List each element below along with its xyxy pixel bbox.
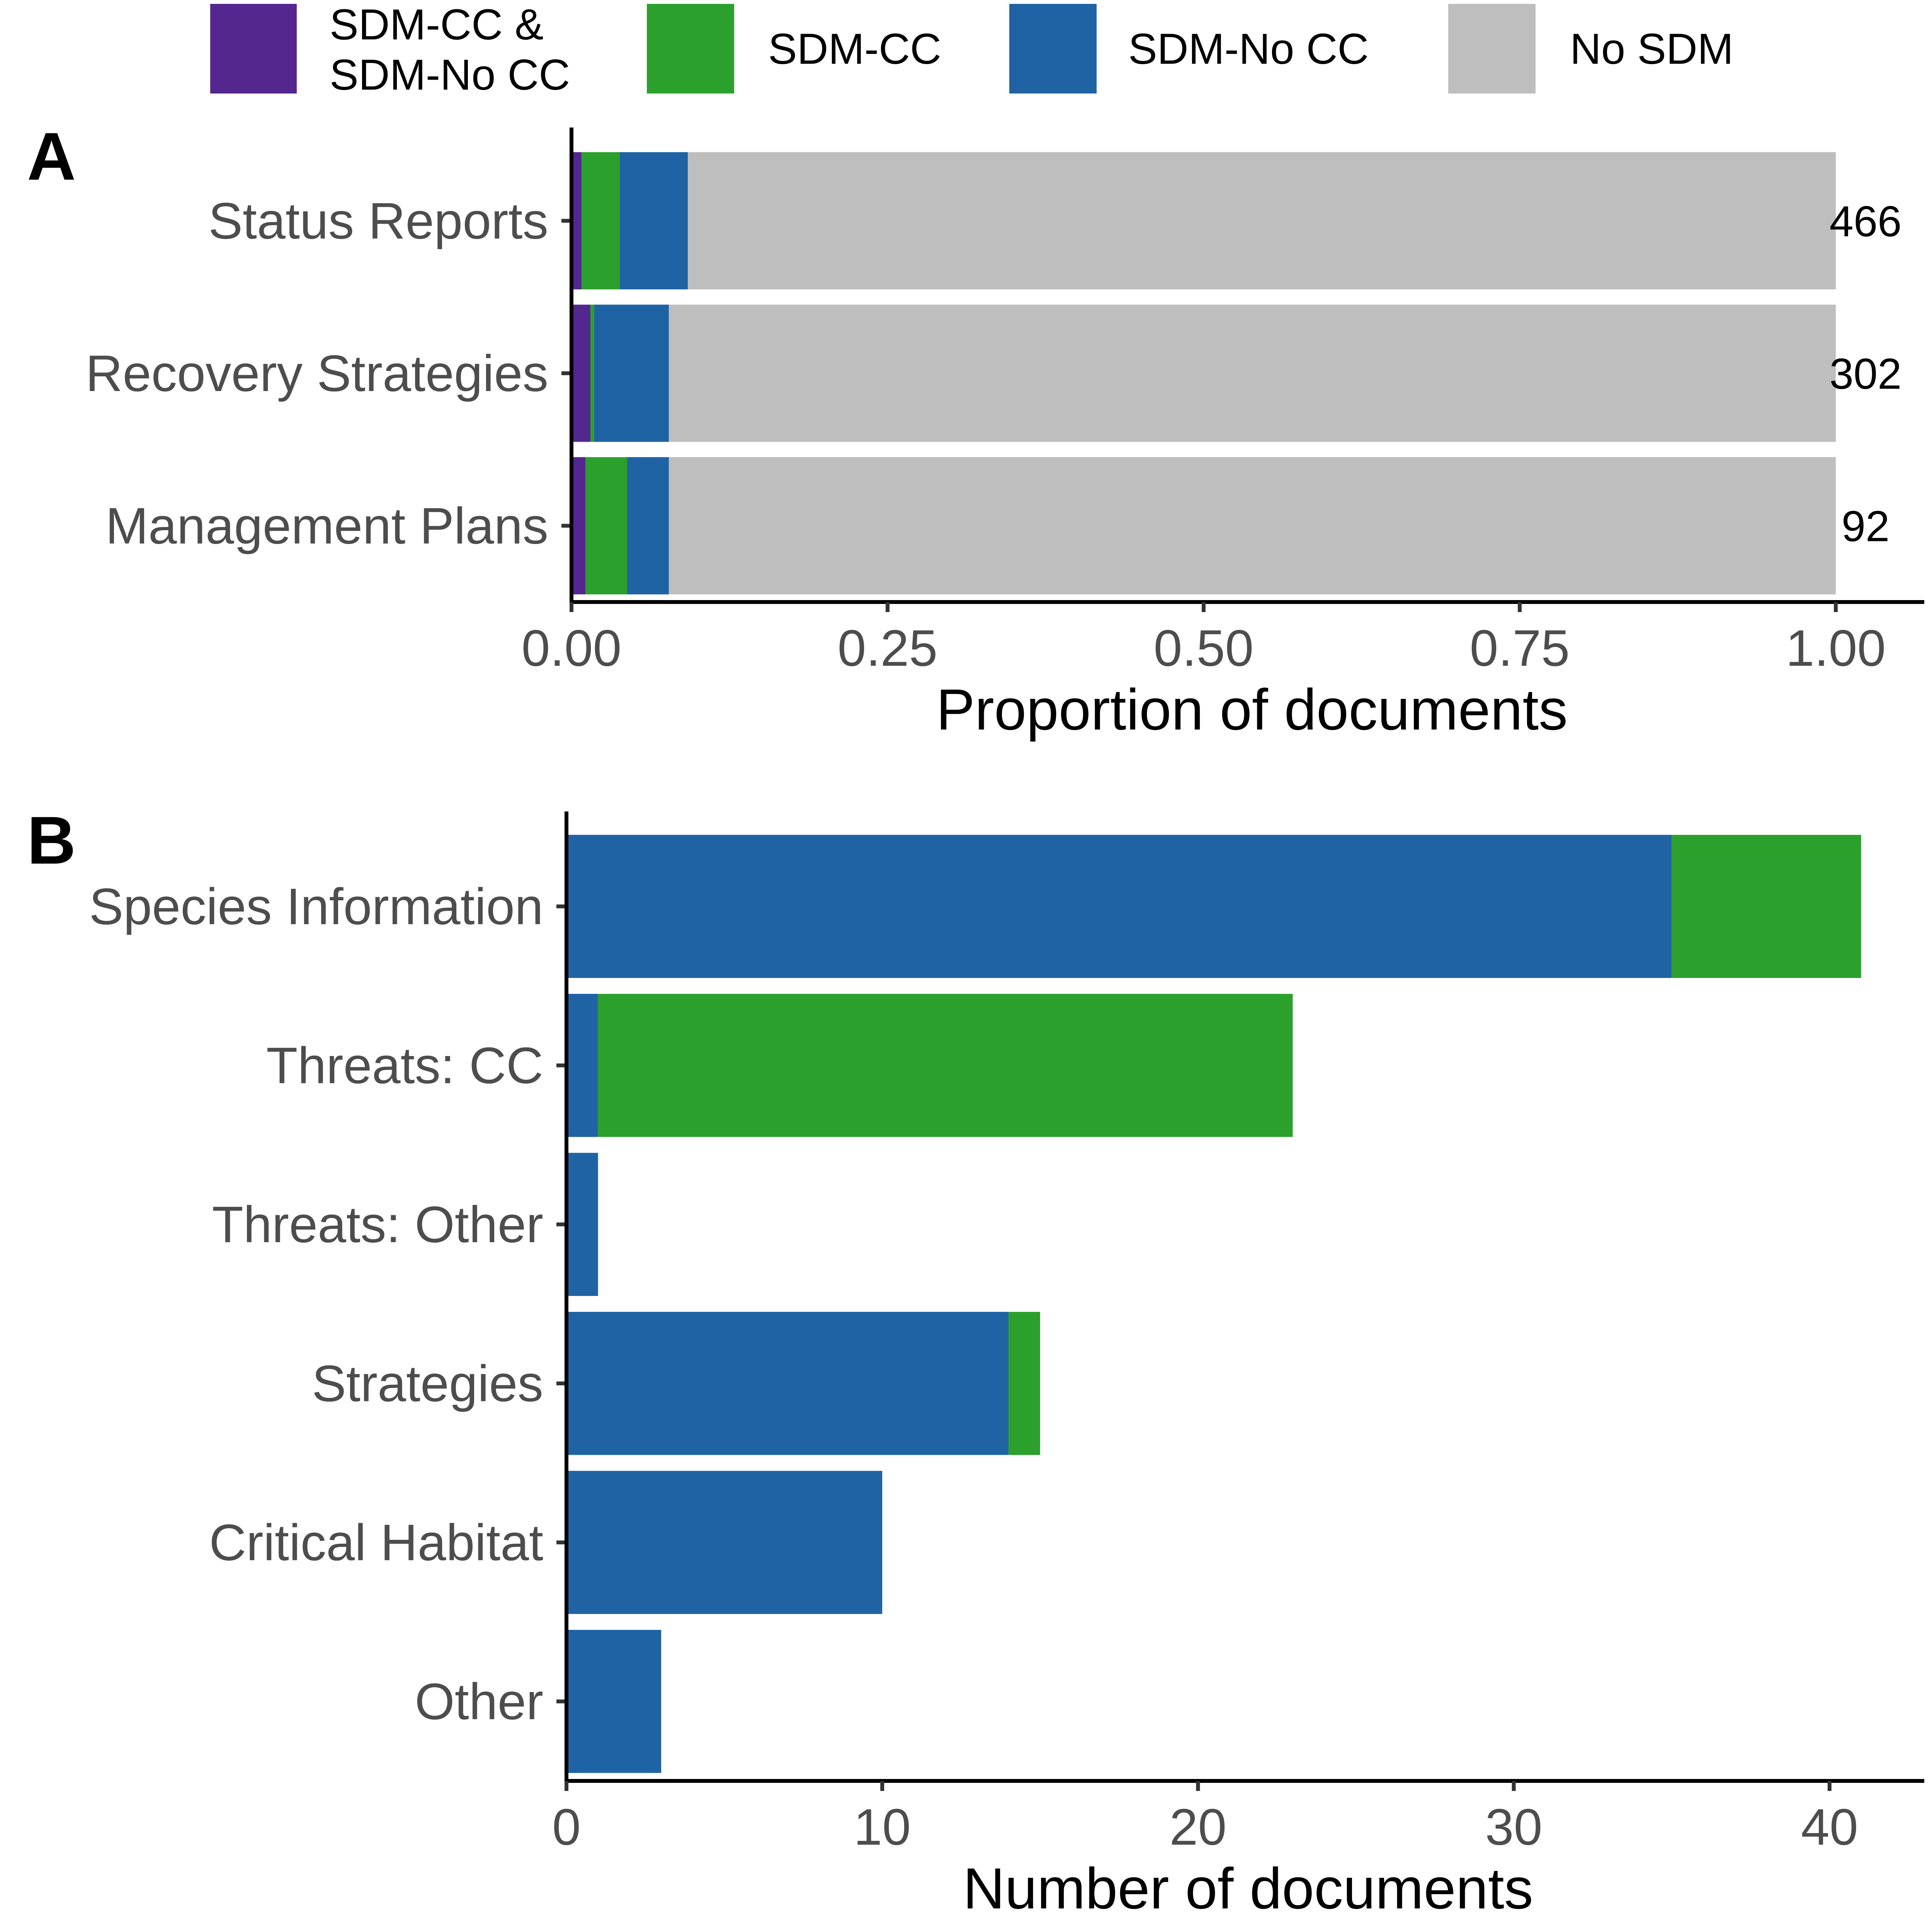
bar-critical-habitat-sdm-no-cc — [566, 1471, 883, 1614]
legend-label-sdm-no-cc: SDM-No CC — [1128, 25, 1369, 73]
bar-threats-cc-sdm-no-cc — [566, 994, 598, 1137]
category-label-critical-habitat: Critical Habitat — [209, 1514, 543, 1571]
bar-management-plans-sdm-no-cc — [627, 457, 669, 595]
x-axis-title: Proportion of documents — [936, 677, 1568, 742]
panel-b-chart: Species Information Threats: CC Threats: O… — [89, 811, 1924, 1921]
bar-management-plans-sdm-cc — [585, 457, 627, 595]
bar-recovery-strategies-sdm-cc — [590, 304, 594, 442]
bar-recovery-strategies-no-sdm — [668, 304, 1836, 442]
x-tick-label: 0.25 — [838, 620, 938, 677]
bar-status-reports-no-sdm — [688, 152, 1836, 289]
bar-species-information-sdm-cc — [1672, 835, 1861, 978]
bar-management-plans-no-sdm — [668, 457, 1836, 595]
panel-a-chart: Status Reports 466 Recovery Strategies 302 M… — [85, 128, 1924, 742]
x-tick-label: 0.00 — [522, 620, 622, 677]
legend-swatch-sdm-cc-and-no-cc — [210, 4, 297, 94]
legend-label-no-sdm: No SDM — [1570, 25, 1733, 73]
x-tick-label: 0.75 — [1470, 620, 1570, 677]
count-label-status-reports: 466 — [1830, 197, 1902, 245]
legend-item-sdm-cc: SDM-CC — [647, 4, 941, 94]
legend-label-line1: SDM-CC & — [330, 0, 544, 49]
legend-swatch-no-sdm — [1448, 4, 1536, 94]
x-tick-label: 1.00 — [1786, 620, 1886, 677]
x-tick-label: 0.50 — [1154, 620, 1254, 677]
category-label-threats-cc: Threats: CC — [266, 1037, 543, 1094]
legend-item-sdm-no-cc: SDM-No CC — [1009, 4, 1369, 94]
bar-status-reports-sdm-no-cc — [619, 152, 688, 289]
legend-swatch-sdm-no-cc — [1009, 4, 1097, 94]
bar-management-plans-sdm-cc-sdm-no-cc — [571, 457, 585, 595]
panel-letter-a: A — [27, 119, 76, 194]
category-label-other: Other — [415, 1673, 543, 1730]
bar-status-reports-sdm-cc — [582, 152, 620, 289]
legend-item-sdm-cc-and-no-cc: SDM-CC & SDM-No CC — [210, 0, 570, 99]
category-label-management-plans: Management Plans — [105, 498, 548, 555]
bar-strategies-sdm-no-cc — [566, 1312, 1009, 1455]
count-label-recovery-strategies: 302 — [1830, 350, 1902, 398]
bar-recovery-strategies-sdm-no-cc — [594, 304, 669, 442]
x-tick-label: 30 — [1485, 1799, 1543, 1856]
category-label-status-reports: Status Reports — [208, 192, 548, 250]
x-axis-title: Number of documents — [963, 1856, 1533, 1921]
legend-label-line2: SDM-No CC — [330, 51, 570, 99]
legend-label-sdm-cc: SDM-CC — [768, 25, 941, 73]
bar-threats-other-sdm-no-cc — [566, 1153, 598, 1296]
bar-recovery-strategies-sdm-cc-sdm-no-cc — [571, 304, 591, 442]
category-label-recovery-strategies: Recovery Strategies — [85, 345, 548, 402]
x-tick-label: 40 — [1801, 1799, 1858, 1856]
legend: SDM-CC & SDM-No CC SDM-CC SDM-No CC No S… — [210, 0, 1733, 99]
x-tick-label: 10 — [854, 1799, 911, 1856]
x-tick-label: 0 — [552, 1799, 581, 1856]
bar-species-information-sdm-no-cc — [566, 835, 1672, 978]
legend-swatch-sdm-cc — [647, 4, 734, 94]
x-tick-label: 20 — [1169, 1799, 1226, 1856]
category-label-strategies: Strategies — [312, 1355, 543, 1412]
legend-item-no-sdm: No SDM — [1448, 4, 1733, 94]
count-label-management-plans: 92 — [1842, 502, 1890, 551]
panel-letter-b: B — [27, 803, 76, 878]
bar-strategies-sdm-cc — [1009, 1312, 1040, 1455]
category-label-threats-other: Threats: Other — [212, 1196, 543, 1253]
bar-other-sdm-no-cc — [566, 1630, 662, 1773]
category-label-species-information: Species Information — [89, 878, 543, 935]
bar-threats-cc-sdm-cc — [598, 994, 1293, 1137]
